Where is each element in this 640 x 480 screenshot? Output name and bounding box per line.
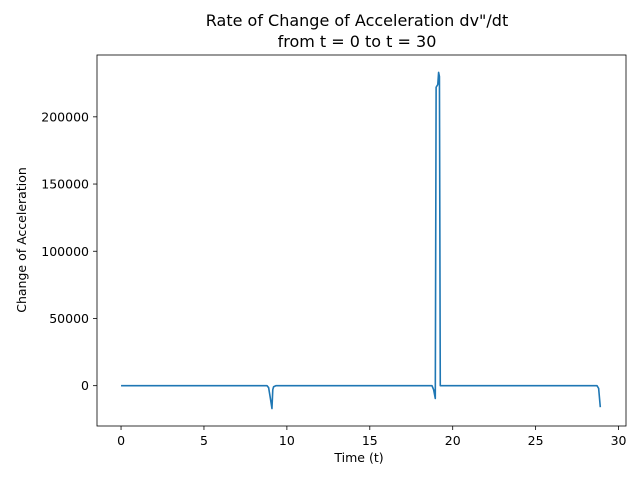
x-axis-label: Time (t): [333, 450, 383, 465]
y-tick-label: 0: [81, 378, 89, 393]
chart-title-line2: from t = 0 to t = 30: [278, 32, 437, 51]
x-tick-label: 30: [611, 433, 627, 448]
x-tick-label: 5: [200, 433, 208, 448]
x-tick-label: 25: [528, 433, 544, 448]
x-tick-label: 15: [362, 433, 378, 448]
y-tick-label: 200000: [41, 109, 89, 124]
series-line: [121, 71, 602, 410]
x-tick-label: 0: [117, 433, 125, 448]
y-axis-label: Change of Acceleration: [14, 167, 29, 313]
series-layer: [121, 71, 602, 410]
y-tick-label: 150000: [41, 177, 89, 192]
y-tick-label: 100000: [41, 244, 89, 259]
chart-title-line1: Rate of Change of Acceleration dv"/dt: [206, 11, 508, 30]
y-tick-label: 50000: [49, 311, 89, 326]
x-tick-label: 20: [445, 433, 461, 448]
x-axis: 0 5 10 15 20 25 30: [117, 426, 627, 448]
plot-area: [96, 54, 627, 427]
x-tick-label: 10: [279, 433, 295, 448]
y-axis: 0 50000 100000 150000 200000: [41, 109, 97, 393]
